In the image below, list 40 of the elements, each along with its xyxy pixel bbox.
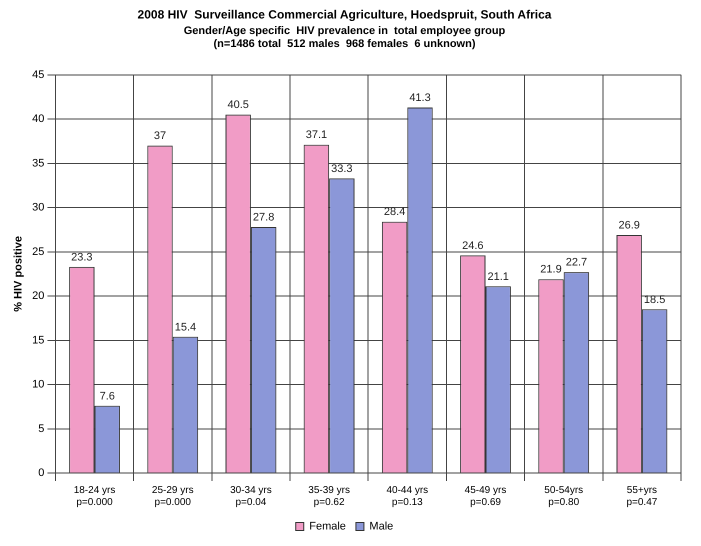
y-tick-label: 35 (32, 157, 44, 170)
y-tick-label: 45 (32, 68, 44, 81)
data-label: 15.4 (174, 321, 196, 334)
data-label: 7.6 (100, 390, 115, 402)
y-tick-label: 30 (32, 202, 44, 214)
data-label: 37 (154, 130, 166, 142)
data-label: 21.1 (488, 270, 509, 283)
text: (n=1486 total 512 males 968 females 6 unknown) (214, 38, 476, 50)
y-axis-title: % HIV positive (12, 236, 25, 312)
legend-label: Female (309, 520, 346, 533)
y-tick-label: 10 (32, 378, 44, 391)
y-tick-label: 5 (38, 422, 44, 435)
x-tick-label: 18-24 yrs p=0.000 (74, 484, 116, 508)
x-tick-label: 30-34 yrs p=0.04 (230, 484, 272, 508)
y-tick-label: 40 (32, 113, 44, 126)
data-label: 27.8 (252, 212, 274, 224)
data-label: 23.3 (71, 251, 93, 264)
y-tick-label: 15 (32, 334, 44, 346)
data-label: 26.9 (618, 219, 640, 232)
data-label: 18.5 (644, 294, 666, 306)
data-label: 22.7 (566, 256, 588, 269)
data-label: 41.3 (409, 92, 431, 104)
x-tick-label: 55+yrs p=0.47 (626, 484, 658, 508)
data-label: 21.9 (540, 264, 562, 276)
x-tick-label: 25-29 yrs p=0.000 (152, 484, 194, 508)
x-tick-label: 45-49 yrs p=0.69 (464, 484, 506, 508)
data-label: 33.3 (331, 162, 353, 175)
y-tick-label: 25 (32, 246, 44, 258)
legend-label: Male (369, 520, 394, 533)
chart-title: 2008 HIV Surveillance Commercial Agriculture, Hoedspruit, South Africa (138, 8, 552, 22)
data-label: 37.1 (306, 129, 328, 142)
data-label: 40.5 (228, 99, 249, 112)
x-tick-label: 50-54yrs p=0.80 (544, 484, 584, 508)
data-label: 24.6 (462, 240, 484, 252)
x-tick-label: 35-39 yrs p=0.62 (308, 484, 350, 508)
y-tick-label: 20 (32, 290, 44, 302)
x-tick-label: 40-44 yrs p=0.13 (386, 484, 428, 508)
chart-subtitle: Gender/Age specific HIV prevalence in total employee group (184, 25, 506, 38)
data-label: 28.4 (384, 206, 406, 218)
y-tick-label: 0 (38, 467, 44, 480)
